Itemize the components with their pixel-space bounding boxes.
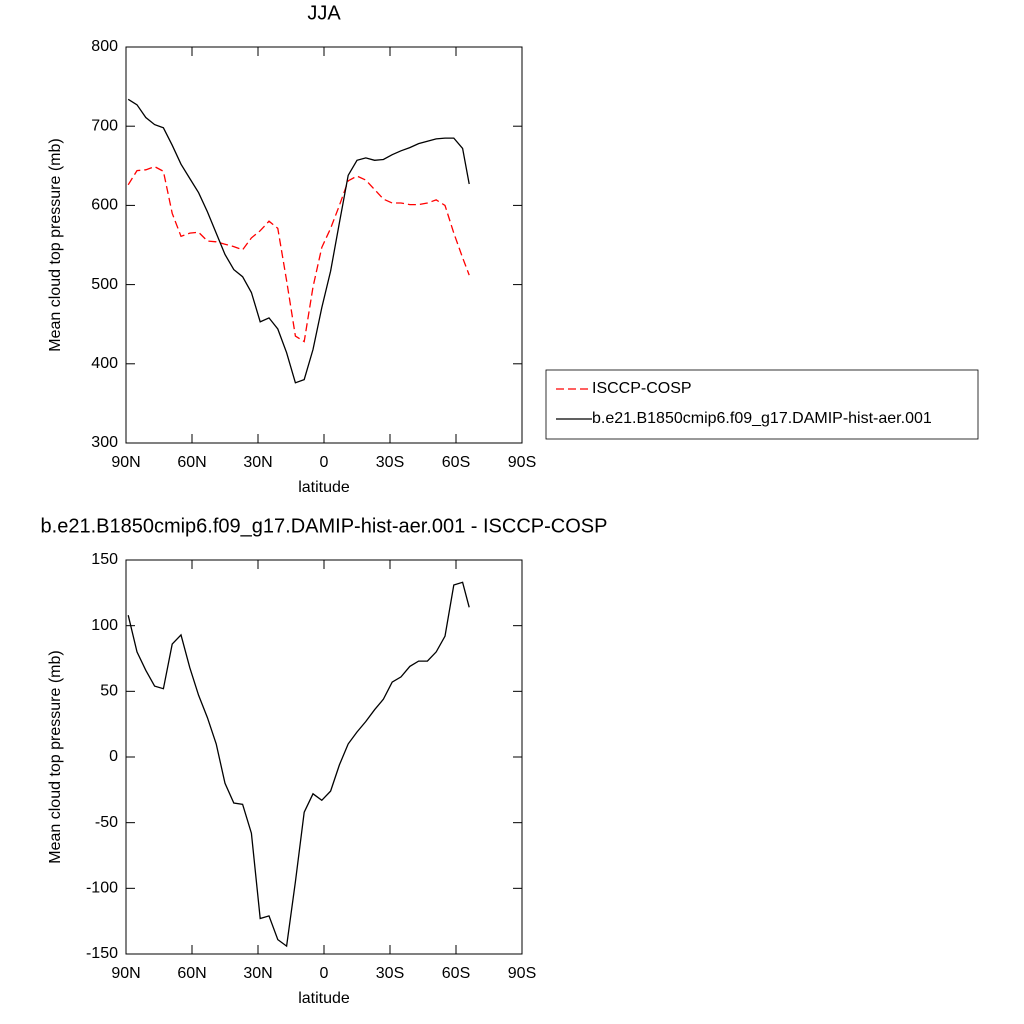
chart-title: b.e21.B1850cmip6.f09_g17.DAMIP-hist-aer.… bbox=[41, 515, 608, 537]
data-line bbox=[127, 165, 470, 343]
legend-box bbox=[545, 369, 979, 440]
x-tick-label: 30S bbox=[376, 965, 404, 982]
y-tick-label: 500 bbox=[91, 276, 118, 293]
data-line bbox=[127, 581, 470, 948]
x-tick-label: 30S bbox=[376, 454, 404, 471]
x-tick-label: 30N bbox=[243, 454, 272, 471]
x-tick-label: 60N bbox=[177, 965, 206, 982]
y-tick-label: 300 bbox=[91, 434, 118, 451]
x-tick-label: 90N bbox=[111, 965, 140, 982]
x-tick-label: 0 bbox=[320, 965, 329, 982]
y-tick-label: -150 bbox=[86, 945, 118, 962]
y-tick-label: 700 bbox=[91, 117, 118, 134]
data-line bbox=[127, 98, 470, 384]
x-tick-label: 0 bbox=[320, 454, 329, 471]
plot-frame bbox=[125, 46, 523, 444]
y-axis-label: Mean cloud top pressure (mb) bbox=[47, 138, 64, 351]
y-axis-label: Mean cloud top pressure (mb) bbox=[47, 650, 64, 863]
y-tick-label: 100 bbox=[91, 617, 118, 634]
x-axis-label: latitude bbox=[298, 479, 350, 496]
x-tick-label: 60S bbox=[442, 454, 470, 471]
x-tick-label: 90N bbox=[111, 454, 140, 471]
y-tick-label: 150 bbox=[91, 551, 118, 568]
y-tick-label: -100 bbox=[86, 880, 118, 897]
x-tick-label: 60S bbox=[442, 965, 470, 982]
x-tick-label: 30N bbox=[243, 965, 272, 982]
x-tick-label: 60N bbox=[177, 454, 206, 471]
y-tick-label: 50 bbox=[100, 683, 118, 700]
y-tick-label: 800 bbox=[91, 38, 118, 55]
y-tick-label: -50 bbox=[95, 814, 118, 831]
legend-label: b.e21.B1850cmip6.f09_g17.DAMIP-hist-aer.… bbox=[592, 410, 932, 427]
y-tick-label: 400 bbox=[91, 355, 118, 372]
plot-frame bbox=[125, 559, 523, 955]
x-axis-label: latitude bbox=[298, 990, 350, 1007]
y-tick-label: 0 bbox=[109, 748, 118, 765]
chart-title: JJA bbox=[307, 2, 341, 24]
x-tick-label: 90S bbox=[508, 965, 536, 982]
y-tick-label: 600 bbox=[91, 197, 118, 214]
legend-label: ISCCP-COSP bbox=[592, 380, 692, 397]
x-tick-label: 90S bbox=[508, 454, 536, 471]
